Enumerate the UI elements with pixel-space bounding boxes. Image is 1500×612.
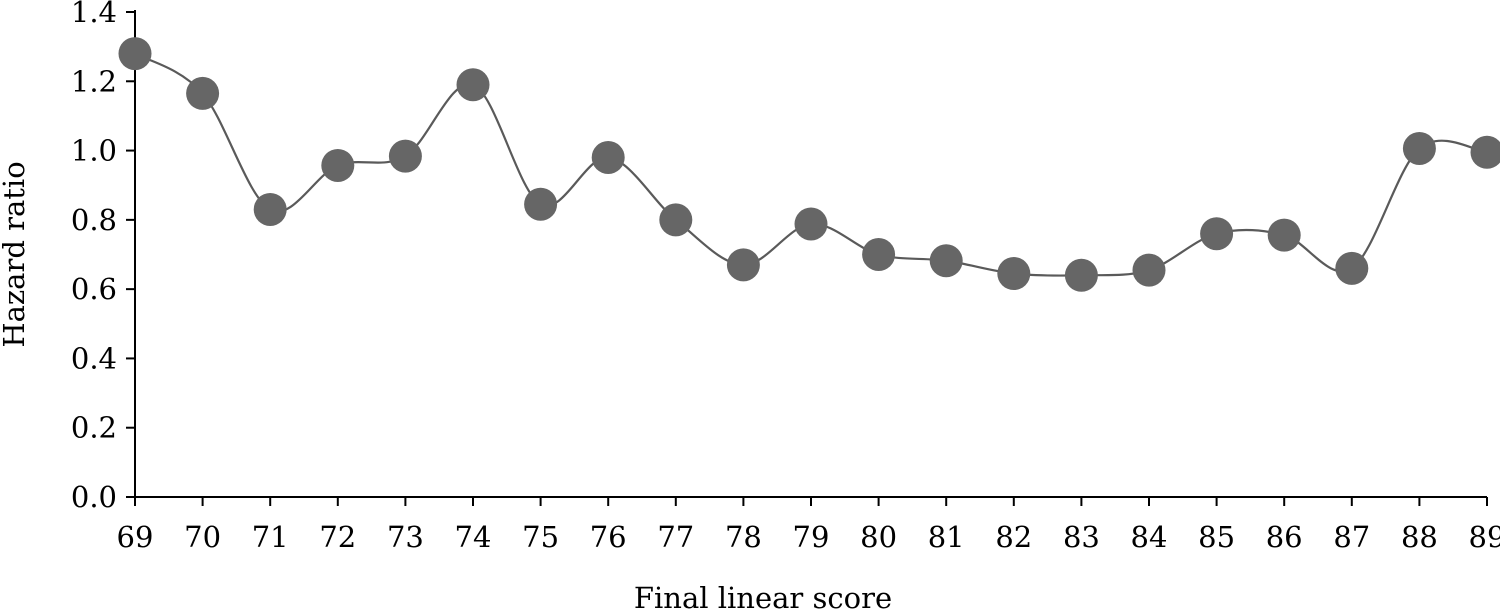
data-point bbox=[321, 148, 355, 182]
x-tick-label: 89 bbox=[1469, 520, 1500, 554]
x-tick-label: 82 bbox=[995, 520, 1032, 554]
data-point bbox=[1200, 217, 1234, 251]
x-tick-label: 74 bbox=[455, 520, 492, 554]
data-point bbox=[1132, 253, 1166, 287]
x-tick-label: 69 bbox=[117, 520, 154, 554]
y-tick-label: 0.4 bbox=[71, 341, 117, 375]
data-point bbox=[186, 76, 220, 110]
y-tick-label: 0.6 bbox=[71, 272, 117, 306]
x-tick-label: 84 bbox=[1131, 520, 1168, 554]
y-tick-label: 0.8 bbox=[71, 203, 117, 237]
data-point bbox=[253, 192, 287, 226]
data-point bbox=[1064, 258, 1098, 292]
data-point bbox=[929, 244, 963, 278]
y-tick-label: 0.2 bbox=[71, 411, 117, 445]
data-point bbox=[1335, 251, 1369, 285]
x-tick-label: 78 bbox=[725, 520, 762, 554]
data-point bbox=[1470, 135, 1500, 169]
data-point bbox=[118, 37, 152, 71]
data-point bbox=[659, 203, 693, 237]
y-tick-label: 1.2 bbox=[71, 64, 117, 98]
y-tick-label: 1.0 bbox=[71, 134, 117, 168]
x-tick-label: 73 bbox=[387, 520, 424, 554]
data-point bbox=[726, 248, 760, 282]
x-tick-label: 79 bbox=[793, 520, 830, 554]
x-tick-label: 77 bbox=[657, 520, 694, 554]
x-tick-label: 75 bbox=[522, 520, 559, 554]
x-tick-label: 88 bbox=[1401, 520, 1438, 554]
x-tick-label: 70 bbox=[184, 520, 221, 554]
x-tick-label: 81 bbox=[928, 520, 965, 554]
y-tick-label: 0.0 bbox=[71, 480, 117, 514]
y-axis-ticks: 0.0 0.2 0.4 0.6 0.8 1.0 1.2 1.4 bbox=[71, 0, 135, 514]
axes bbox=[134, 10, 1487, 498]
x-axis-title: Final linear score bbox=[634, 581, 892, 612]
data-point bbox=[1267, 218, 1301, 252]
x-tick-label: 87 bbox=[1333, 520, 1370, 554]
y-tick-label: 1.4 bbox=[71, 0, 117, 29]
x-tick-label: 80 bbox=[860, 520, 897, 554]
x-tick-label: 83 bbox=[1063, 520, 1100, 554]
data-point bbox=[862, 238, 896, 271]
data-point bbox=[591, 141, 625, 174]
data-point bbox=[524, 187, 558, 221]
data-point bbox=[794, 207, 828, 241]
x-tick-label: 85 bbox=[1198, 520, 1235, 554]
y-axis-title: Hazard ratio bbox=[0, 161, 31, 347]
x-tick-label: 72 bbox=[319, 520, 356, 554]
data-point bbox=[997, 257, 1031, 291]
points-group bbox=[118, 37, 1500, 292]
data-point bbox=[1402, 131, 1436, 165]
data-point bbox=[388, 139, 422, 173]
x-axis-ticks: 69 70 71 72 73 74 75 76 77 78 79 80 81 82 83 84 85 86 87 88… bbox=[117, 497, 1500, 554]
data-point bbox=[456, 68, 490, 102]
x-tick-label: 76 bbox=[590, 520, 627, 554]
x-tick-label: 86 bbox=[1266, 520, 1303, 554]
x-tick-label: 71 bbox=[252, 520, 289, 554]
